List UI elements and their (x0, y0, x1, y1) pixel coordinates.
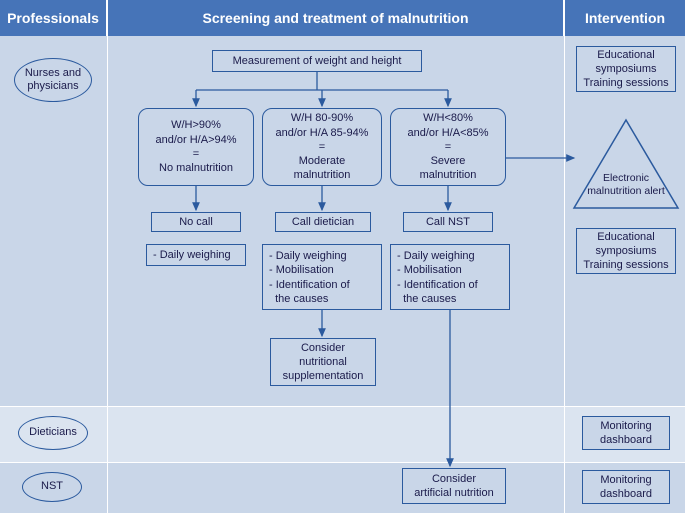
box-cat1-criteria: W/H>90% and/or H/A>94% = No malnutrition (138, 108, 254, 186)
mon2-text: Monitoring dashboard (600, 473, 652, 502)
box-mon1: Monitoring dashboard (582, 416, 670, 450)
mon1-text: Monitoring dashboard (600, 419, 652, 448)
cat3-actions-text: - Daily weighing - Mobilisation - Identi… (397, 249, 478, 306)
cat3-criteria-text: W/H<80% and/or H/A<85% = Severe malnutri… (407, 111, 488, 182)
box-cat1-call: No call (151, 212, 241, 232)
cat2-criteria-text: W/H 80-90% and/or H/A 85-94% = Moderate … (276, 111, 369, 182)
box-cat2-criteria: W/H 80-90% and/or H/A 85-94% = Moderate … (262, 108, 382, 186)
triangle-alert-text: Electronic malnutrition alert (580, 172, 672, 197)
oval-dieticians: Dieticians (18, 416, 88, 450)
cat1-call-text: No call (179, 215, 213, 229)
box-mon2: Monitoring dashboard (582, 470, 670, 504)
oval-nurses-text: Nurses and physicians (25, 67, 81, 93)
cat3-consider-text: Consider artificial nutrition (414, 472, 493, 501)
row-sep-2 (0, 462, 685, 463)
cat1-criteria-text: W/H>90% and/or H/A>94% = No malnutrition (155, 118, 236, 175)
header-screening-text: Screening and treatment of malnutrition (202, 10, 468, 26)
header-intervention-text: Intervention (585, 10, 665, 26)
box-cat3-actions: - Daily weighing - Mobilisation - Identi… (390, 244, 510, 310)
cat2-consider-text: Consider nutritional supplementation (283, 341, 364, 384)
box-edu2: Educational symposiums Training sessions (576, 228, 676, 274)
col-sep-1 (107, 36, 108, 513)
box-measure-text: Measurement of weight and height (233, 54, 402, 68)
header-screening: Screening and treatment of malnutrition (108, 0, 565, 36)
oval-nurses: Nurses and physicians (14, 58, 92, 102)
box-cat1-actions: - Daily weighing (146, 244, 246, 266)
oval-dieticians-text: Dieticians (29, 426, 77, 439)
box-cat2-call: Call dietician (275, 212, 371, 232)
edu1-text: Educational symposiums Training sessions (583, 48, 668, 91)
cat3-call-text: Call NST (426, 215, 470, 229)
oval-nst-text: NST (41, 480, 63, 493)
box-cat3-call: Call NST (403, 212, 493, 232)
box-edu1: Educational symposiums Training sessions (576, 46, 676, 92)
box-measure: Measurement of weight and height (212, 50, 422, 72)
box-cat3-criteria: W/H<80% and/or H/A<85% = Severe malnutri… (390, 108, 506, 186)
col-sep-2 (564, 36, 565, 513)
edu2-text: Educational symposiums Training sessions (583, 230, 668, 273)
box-cat3-consider: Consider artificial nutrition (402, 468, 506, 504)
row-sep-1 (0, 406, 685, 407)
cat2-actions-text: - Daily weighing - Mobilisation - Identi… (269, 249, 350, 306)
oval-nst: NST (22, 472, 82, 502)
box-cat2-actions: - Daily weighing - Mobilisation - Identi… (262, 244, 382, 310)
cat1-actions-text: - Daily weighing (153, 248, 231, 262)
header-professionals: Professionals (0, 0, 108, 36)
cat2-call-text: Call dietician (292, 215, 354, 229)
header-intervention: Intervention (565, 0, 685, 36)
header-professionals-text: Professionals (7, 10, 99, 26)
box-cat2-consider: Consider nutritional supplementation (270, 338, 376, 386)
